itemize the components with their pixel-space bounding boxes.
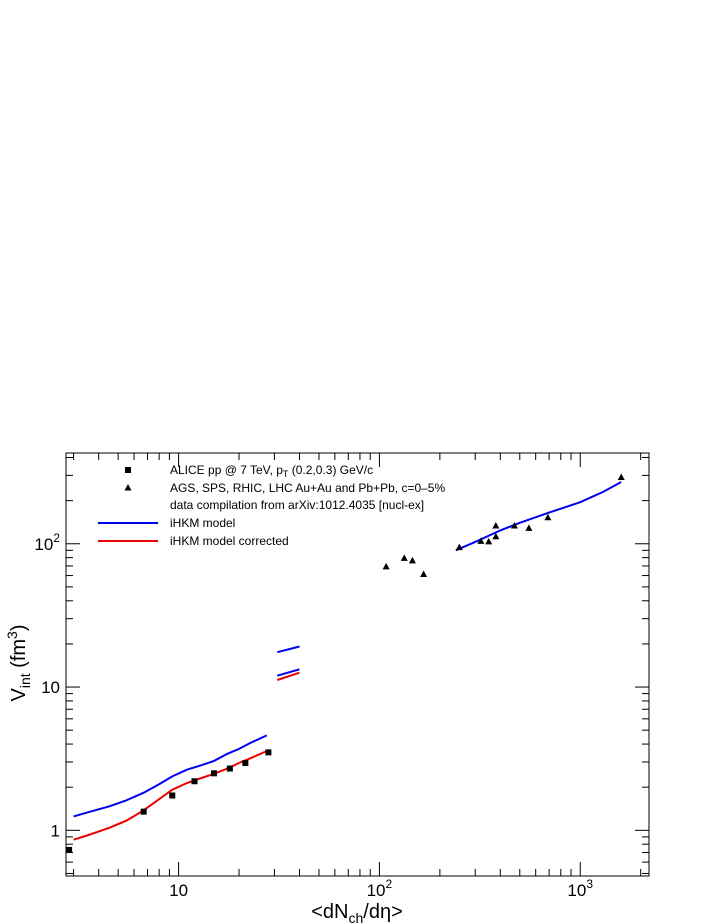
data-point-triangle bbox=[455, 543, 463, 551]
data-point-triangle bbox=[492, 522, 500, 529]
legend-entry-text: ALICE pp @ 7 TeV, pT (0.2,0.3) GeV/c bbox=[170, 463, 373, 479]
y-axis-label: Vint (fm3) bbox=[4, 624, 33, 701]
data-point-square bbox=[191, 778, 198, 785]
x-tick-label: 102 bbox=[367, 877, 393, 900]
y-tick-label: 1 bbox=[51, 821, 60, 840]
legend-entry-text: data compilation from arXiv:1012.4035 [n… bbox=[170, 498, 424, 512]
legend: ALICE pp @ 7 TeV, pT (0.2,0.3) GeV/c AGS,… bbox=[98, 463, 445, 548]
legend-entry-text: AGS, SPS, RHIC, LHC Au+Au and Pb+Pb, c=0… bbox=[170, 481, 445, 495]
axis-tick-labels: 10 102 103 1 10 102 bbox=[34, 531, 593, 900]
y-tick-label: 10 bbox=[41, 678, 60, 697]
data-point-square bbox=[210, 770, 217, 777]
x-axis-label: <dNch/dη> bbox=[311, 901, 403, 924]
data-point-square bbox=[226, 765, 233, 772]
model-line-segment bbox=[73, 750, 268, 841]
legend-marker-square bbox=[125, 467, 131, 473]
data-point-square bbox=[66, 846, 73, 853]
data-point-triangle bbox=[408, 556, 416, 564]
data-point-square bbox=[265, 749, 272, 756]
legend-entry-text: iHKM model corrected bbox=[170, 534, 289, 548]
model-line-segment bbox=[277, 668, 300, 677]
data-points bbox=[66, 473, 625, 853]
legend-marker-triangle bbox=[124, 484, 132, 491]
data-point-triangle bbox=[525, 524, 533, 531]
data-point-triangle bbox=[544, 513, 552, 521]
y-tick-label: 102 bbox=[34, 531, 60, 554]
x-tick-label: 10 bbox=[169, 881, 188, 900]
data-point-triangle bbox=[477, 537, 485, 544]
legend-entry-text: iHKM model bbox=[170, 516, 235, 530]
model-line-segment bbox=[73, 734, 268, 818]
data-point-triangle bbox=[382, 562, 390, 570]
model-line-segment bbox=[455, 481, 622, 552]
data-point-square bbox=[169, 792, 176, 799]
data-point-triangle bbox=[492, 532, 500, 540]
model-line-segment bbox=[277, 645, 300, 654]
data-point-triangle bbox=[420, 570, 428, 578]
data-point-triangle bbox=[400, 554, 408, 561]
data-point-triangle bbox=[510, 522, 518, 529]
plot-frame bbox=[65, 452, 650, 877]
data-point-triangle bbox=[485, 537, 493, 545]
data-point-square bbox=[140, 808, 147, 815]
data-point-square bbox=[242, 760, 249, 767]
data-point-triangle bbox=[617, 473, 625, 481]
model-curves bbox=[73, 481, 622, 841]
model-line-segment bbox=[276, 671, 300, 681]
x-tick-label: 103 bbox=[567, 877, 593, 900]
